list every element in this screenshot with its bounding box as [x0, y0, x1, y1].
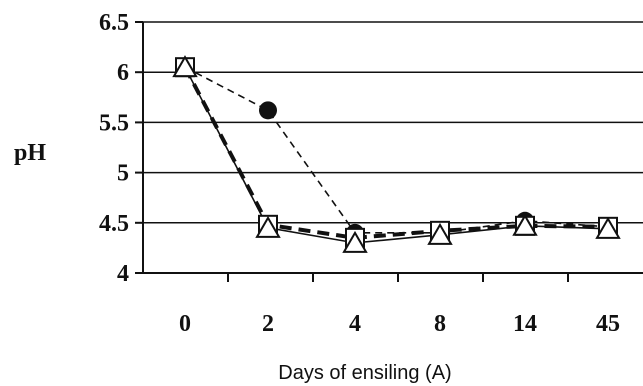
x-tick-label: 14: [513, 311, 537, 337]
data-point-triangle: [172, 55, 198, 78]
y-axis-label: pH: [14, 140, 46, 166]
series-line-triangle: [184, 66, 609, 244]
y-tick-label: 4: [117, 261, 129, 287]
y-tick-label: 6: [117, 60, 129, 86]
x-tick-label: 8: [434, 311, 446, 337]
data-point-circle: [259, 101, 277, 120]
gridlines: [143, 21, 643, 224]
data-point-triangle: [427, 222, 453, 245]
x-tick-label: 4: [349, 311, 361, 337]
y-tick-labels: 4 4.5 5 5.5 6 6.5: [99, 10, 143, 287]
series-group: [172, 55, 621, 253]
data-point-triangle: [595, 216, 621, 239]
y-tick-label: 4.5: [99, 211, 129, 237]
y-tick-label: 5: [117, 161, 129, 187]
data-point-triangle: [255, 215, 281, 238]
x-axis-label: Days of ensiling (A): [278, 362, 451, 384]
data-point-triangle: [512, 213, 538, 236]
x-tick-label: 45: [596, 311, 620, 337]
data-point-triangle: [342, 230, 368, 253]
series-line-square: [183, 66, 609, 240]
axes: [142, 22, 643, 274]
y-tick-label: 6.5: [99, 10, 129, 36]
series-line-circle: [184, 66, 609, 234]
x-tick-labels: 0 2 4 8 14 45: [179, 273, 620, 337]
x-tick-label: 0: [179, 311, 191, 337]
x-tick-label: 2: [262, 311, 274, 337]
y-tick-label: 5.5: [99, 110, 129, 136]
